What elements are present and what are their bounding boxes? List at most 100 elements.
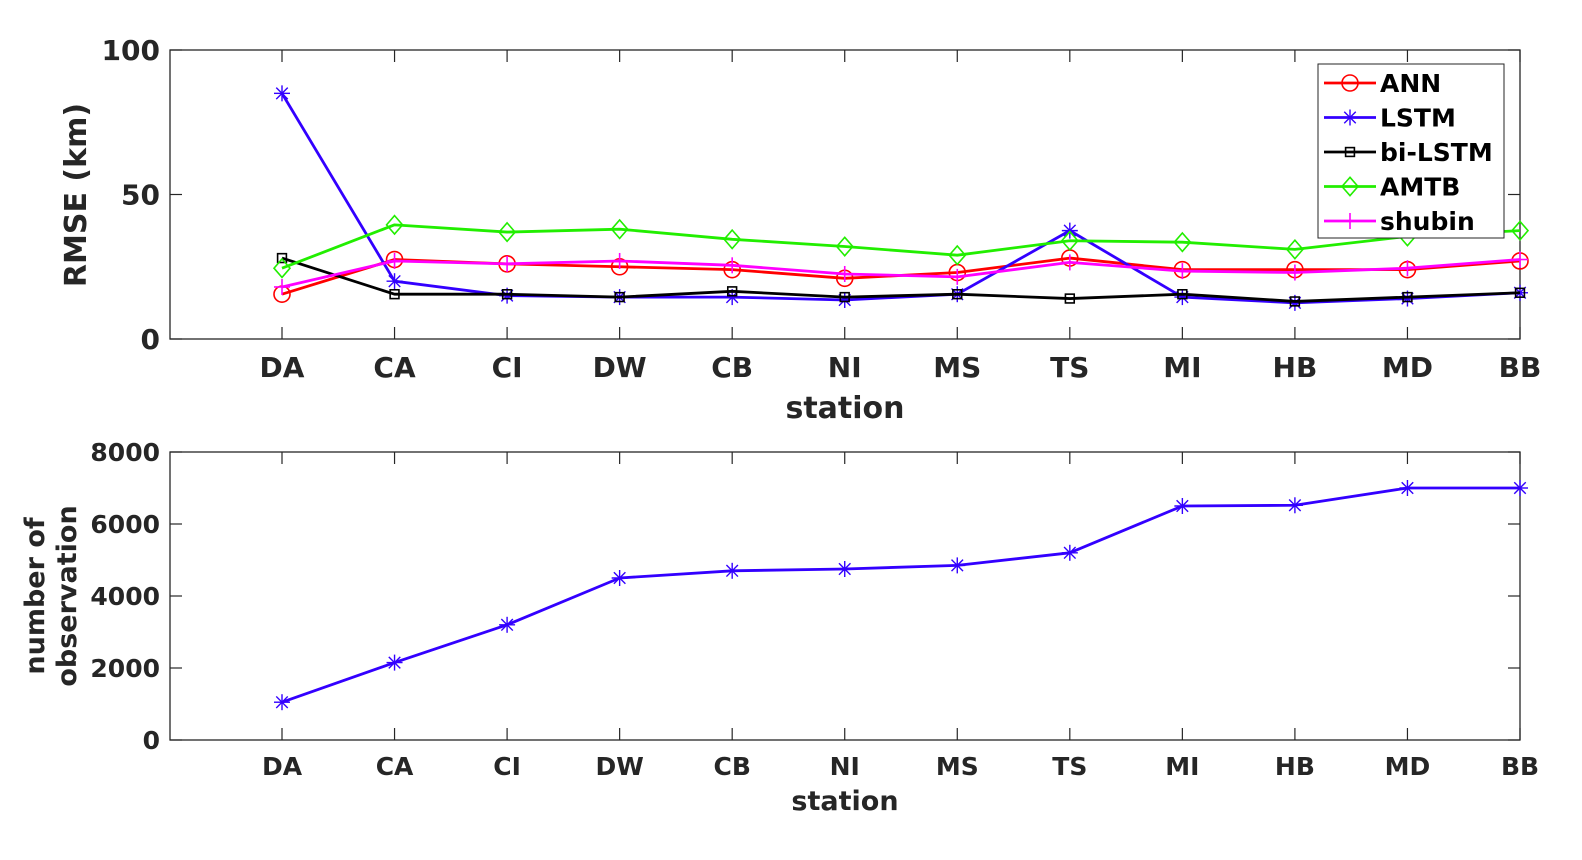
y-tick-label: 2000	[90, 654, 160, 683]
x-tick-label-md: MD	[1385, 752, 1431, 781]
amtb-point-da	[272, 257, 292, 279]
shubin-point-hb	[1286, 264, 1303, 281]
observation-x-axis-label: station	[791, 786, 898, 817]
legend-marker-shubin	[1342, 213, 1358, 229]
shubin-point-ts	[1061, 254, 1078, 271]
x-tick-label-da: DA	[262, 752, 303, 781]
rmse-y-axis: 0 50 100	[102, 34, 1520, 356]
x-tick-label-ni: NI	[828, 351, 862, 384]
x-tick-label-mi: MI	[1165, 752, 1199, 781]
amtb-point-bb	[1510, 220, 1530, 242]
series-0-point-ni	[836, 561, 853, 577]
rmse-plot-area	[169, 49, 1521, 340]
amtb-line	[281, 223, 1521, 270]
series-0-point-ms	[949, 557, 966, 574]
amtb-point-ms	[948, 244, 967, 266]
x-tick-label-ts: TS	[1052, 752, 1087, 781]
series-0-point-ts	[1061, 544, 1078, 561]
y-tick-label: 50	[121, 179, 160, 212]
bi-lstm-point-ts	[1064, 293, 1076, 304]
x-tick-label-ci: CI	[493, 752, 521, 781]
legend-marker-ann	[1341, 74, 1359, 92]
shubin-point-md	[1399, 260, 1416, 277]
series-0-point-ca	[386, 654, 403, 671]
bi-lstm-point-cb	[726, 286, 738, 297]
x-tick-label-md: MD	[1382, 351, 1433, 384]
observation-plot-area	[169, 451, 1521, 741]
observation-series-group	[274, 480, 1528, 711]
series-0-point-ci	[499, 616, 516, 633]
series-0-line	[281, 486, 1520, 704]
x-tick-label-ms: MS	[933, 351, 981, 384]
x-tick-label-cb: CB	[713, 752, 750, 781]
legend-marker-bi-lstm	[1344, 146, 1356, 158]
x-tick-label-hb: HB	[1275, 752, 1315, 781]
legend-label-ann: ANN	[1380, 69, 1441, 98]
x-tick-label-mi: MI	[1163, 351, 1201, 384]
legend-label-shubin: shubin	[1380, 207, 1475, 236]
legend-marker-amtb	[1340, 176, 1360, 197]
series-0-point-hb	[1286, 497, 1303, 514]
shubin-point-da	[274, 278, 290, 295]
x-tick-label-dw: DW	[593, 351, 647, 384]
shubin-point-mi	[1174, 263, 1191, 280]
series-0-point-cb	[724, 562, 741, 579]
series-0-point-md	[1399, 480, 1416, 496]
shubin-point-ms	[949, 268, 966, 285]
rmse-x-axis-label: station	[785, 391, 904, 426]
rmse-legend: ANN LSTM bi-LSTM AMTB shubin	[1317, 63, 1505, 239]
shubin-point-ca	[386, 252, 403, 269]
amtb-point-ci	[498, 221, 517, 243]
bi-lstm-point-ca	[389, 289, 400, 300]
y-tick-label: 8000	[90, 438, 160, 467]
bi-lstm-point-dw	[614, 291, 625, 303]
legend-label-amtb: AMTB	[1380, 173, 1460, 202]
legend-item-ann: ANN	[1324, 69, 1441, 98]
legend-label-lstm: LSTM	[1380, 104, 1456, 133]
series-0-point-mi	[1174, 498, 1191, 514]
series-0-point-bb	[1512, 480, 1528, 496]
lstm-point-da	[274, 85, 290, 102]
x-tick-label-bb: BB	[1501, 752, 1539, 781]
shubin-point-ni	[836, 265, 853, 282]
x-tick-label-hb: HB	[1273, 351, 1318, 384]
amtb-point-ca	[385, 214, 404, 236]
amtb-point-ts	[1060, 230, 1079, 252]
series-amtb	[272, 214, 1530, 279]
bi-lstm-point-da	[276, 252, 288, 264]
amtb-point-dw	[610, 218, 629, 240]
legend-item-shubin: shubin	[1324, 207, 1475, 236]
shubin-point-ci	[499, 255, 516, 272]
legend-item-lstm: LSTM	[1324, 104, 1456, 133]
rmse-series-group	[272, 85, 1530, 311]
series-shubin	[274, 251, 1528, 295]
amtb-point-ni	[835, 236, 854, 257]
observation-y-axis-label-line-2: observation	[52, 505, 83, 686]
observation-y-axis-label: number of observation	[20, 505, 83, 686]
legend-marker-lstm	[1342, 109, 1358, 126]
x-tick-label-ms: MS	[936, 752, 979, 781]
series-0-point-dw	[611, 570, 628, 586]
observation-y-axis: 0 2000 4000 6000 8000	[90, 438, 1520, 755]
series-series-0	[274, 480, 1528, 711]
bi-lstm-point-hb	[1289, 296, 1301, 307]
bi-lstm-point-md	[1402, 291, 1413, 303]
y-tick-label: 4000	[90, 582, 160, 611]
shubin-line	[281, 258, 1521, 289]
x-tick-label-ci: CI	[492, 351, 523, 384]
x-tick-label-da: DA	[260, 351, 305, 384]
legend-label-bi-lstm: bi-LSTM	[1380, 138, 1493, 167]
observation-x-axis: DA CA CI DW CB NI MS TS MI HB MD BB	[262, 452, 1539, 781]
amtb-point-hb	[1285, 238, 1304, 260]
lstm-point-ca	[386, 273, 403, 290]
x-tick-label-ts: TS	[1050, 351, 1089, 384]
rmse-x-axis: DA CA CI DW CB NI MS TS MI HB MD BB	[260, 50, 1542, 384]
y-tick-label: 0	[141, 323, 160, 356]
y-tick-label: 6000	[90, 510, 160, 539]
legend-item-amtb: AMTB	[1324, 173, 1460, 202]
x-tick-label-bb: BB	[1499, 351, 1542, 384]
bi-lstm-point-ci	[501, 289, 513, 300]
series-0-point-da	[274, 694, 290, 711]
